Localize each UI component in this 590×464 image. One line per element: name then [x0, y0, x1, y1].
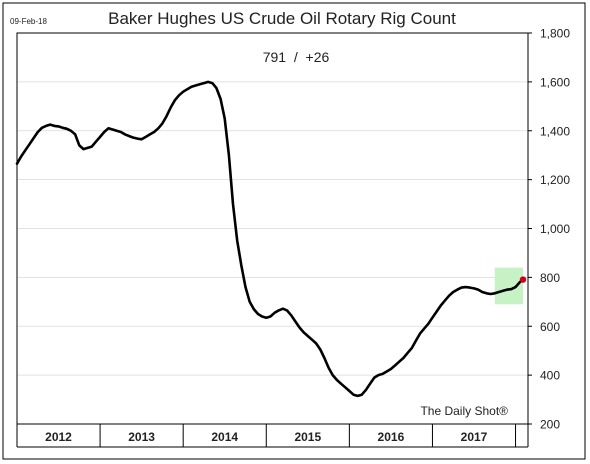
chart-subtitle: 791 / +26	[263, 49, 330, 65]
x-year-label: 2016	[378, 430, 405, 444]
endpoint-marker	[519, 276, 527, 283]
y-tick-label: 800	[540, 271, 560, 285]
y-tick-label: 600	[540, 320, 560, 334]
x-year-label: 2017	[461, 430, 488, 444]
series-line-rig-count	[15, 80, 525, 398]
x-axis: 2012 2013 2014 2015 2016 2017	[16, 424, 529, 448]
x-year-label: 2015	[294, 430, 321, 444]
y-tick-label: 1,200	[540, 173, 570, 187]
x-year-label: 2012	[45, 430, 72, 444]
y-tick-label: 1,800	[540, 27, 570, 41]
y-tick-label: 200	[540, 418, 560, 432]
y-tick-label: 1,600	[540, 75, 570, 89]
y-axis: 200 400 600 800 1,000 1,200 1,400 1,600 1,800	[528, 27, 570, 432]
date-label: 09-Feb-18	[10, 17, 47, 26]
chart-title: Baker Hughes US Crude Oil Rotary Rig Cou…	[108, 9, 456, 28]
x-year-label: 2014	[211, 430, 238, 444]
outer-border	[2, 2, 586, 460]
y-tick-label: 1,000	[540, 222, 570, 236]
watermark-text: The Daily Shot®	[420, 404, 508, 418]
y-tick-label: 1,400	[540, 124, 570, 138]
x-year-label: 2013	[128, 430, 155, 444]
gridlines	[17, 81, 528, 376]
y-tick-label: 400	[540, 369, 560, 383]
highlight-box	[494, 267, 524, 305]
